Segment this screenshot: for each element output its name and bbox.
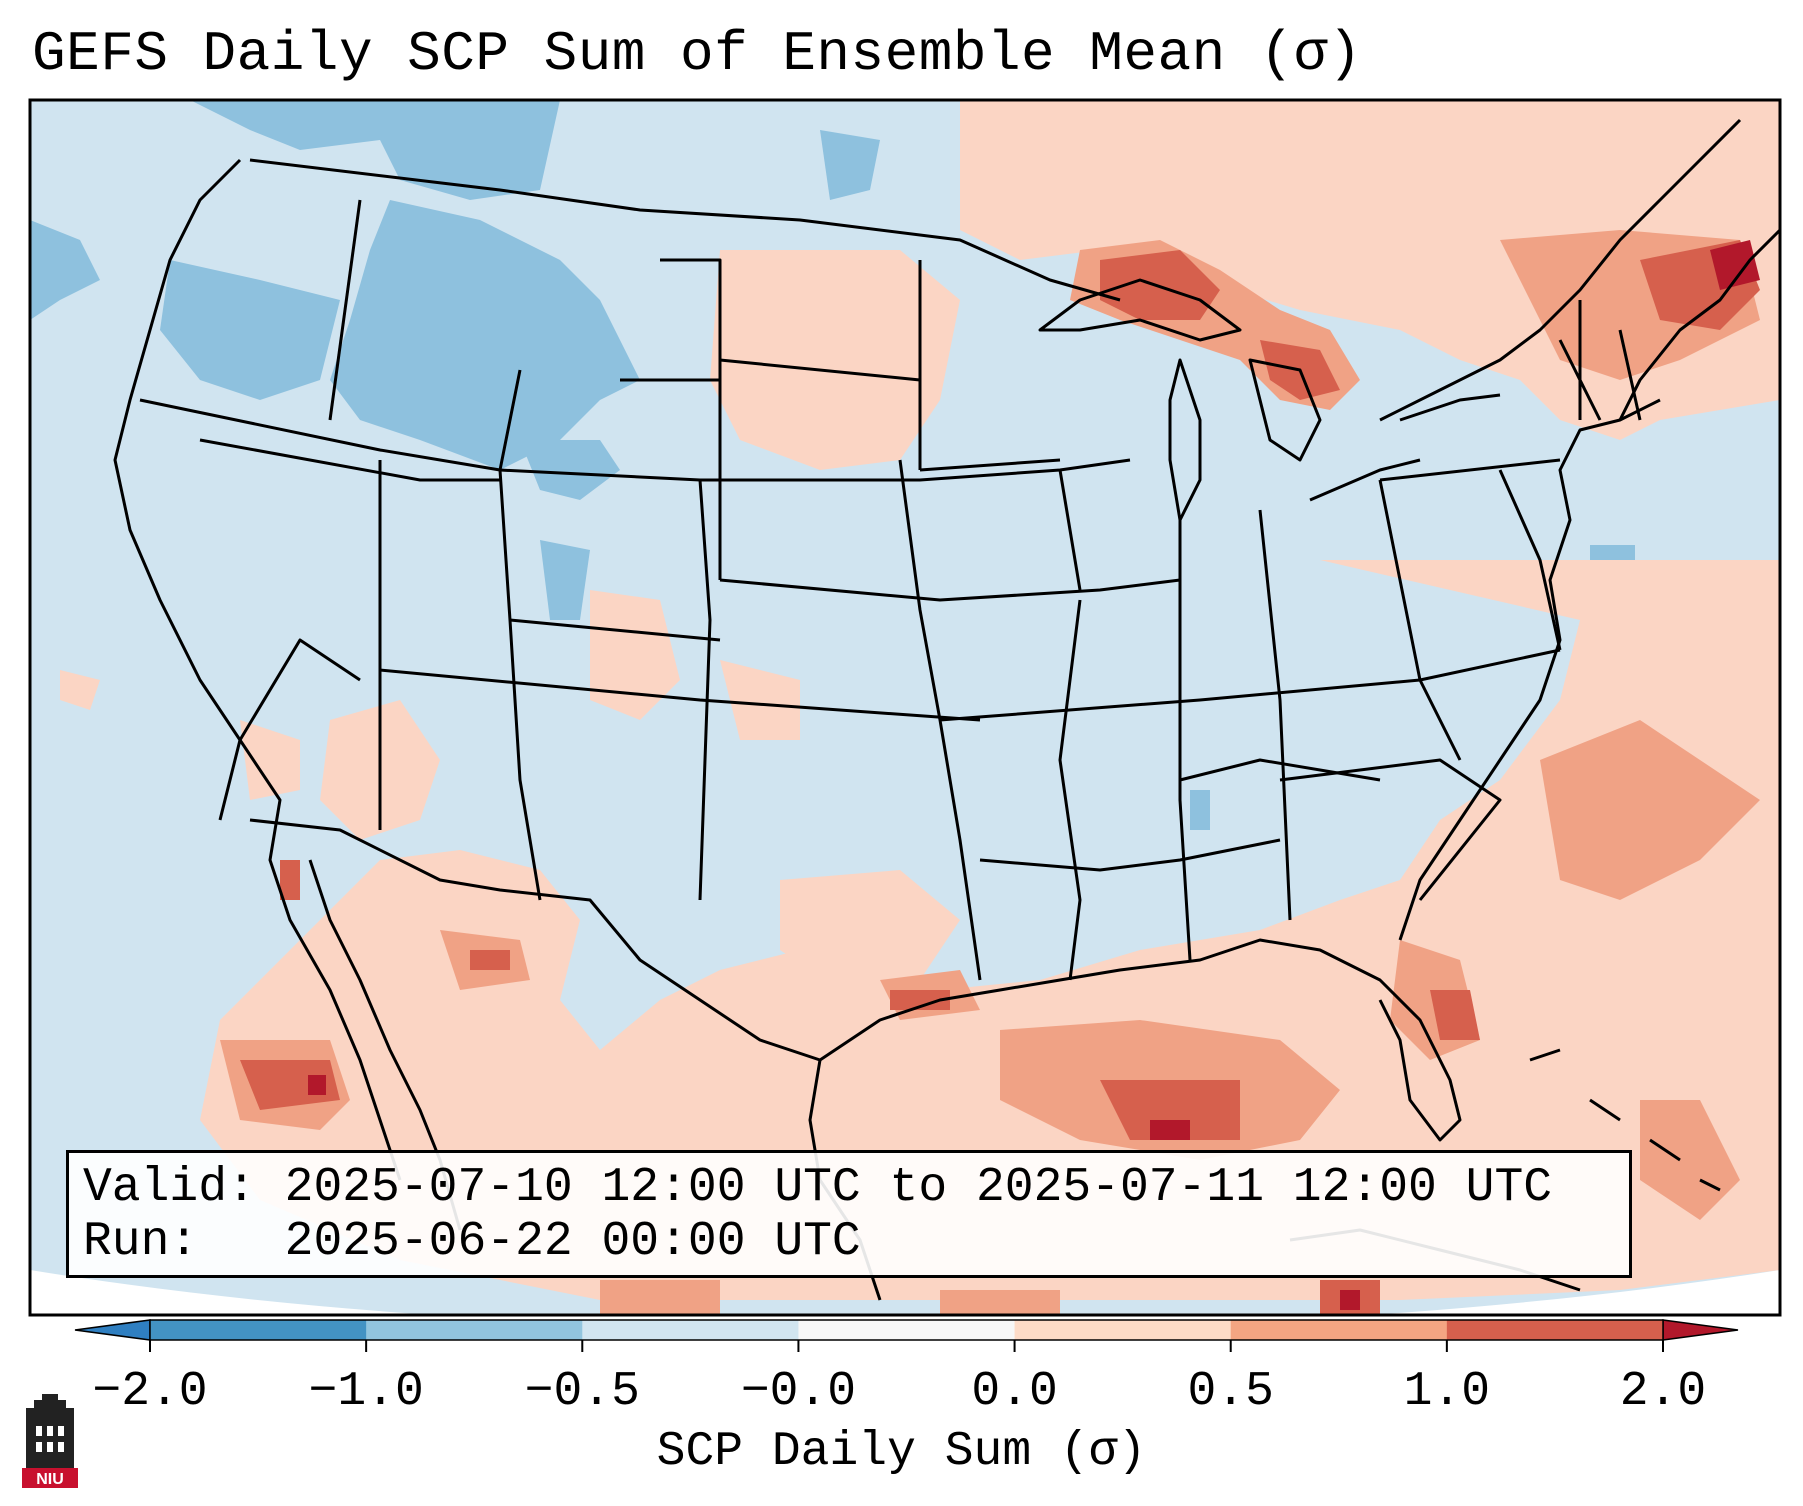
st-lawrence [1379, 118, 1742, 422]
colorbar-extend-high [1662, 1319, 1739, 1341]
colorbar-ticks: −2.0 −1.0 −0.5 −0.0 0.0 0.5 1.0 2.0 [0, 1365, 1803, 1425]
colorbar-segment [1230, 1320, 1448, 1340]
map-title: GEFS Daily SCP Sum of Ensemble Mean (σ) [32, 22, 1363, 86]
lake-huron [1248, 358, 1322, 462]
lake-erie-ontario [1309, 393, 1501, 502]
colorbar-tick-label: −0.0 [740, 1365, 857, 1419]
valid-label: Valid: [83, 1161, 256, 1215]
projection-edge-bottom [30, 1270, 1780, 1315]
colorbar [74, 1319, 1739, 1352]
light-positive-regions [60, 100, 1780, 1300]
colorbar-segment [1014, 1320, 1232, 1340]
map-frame [28, 98, 1782, 1317]
colorbar-segment [366, 1320, 583, 1340]
colorbar-tick-label: −0.5 [524, 1365, 640, 1419]
colorbar-tick-label: 1.0 [1403, 1365, 1491, 1419]
projection-edge-left [30, 100, 140, 350]
colorbar-segment [150, 1320, 367, 1340]
colorbar-frame [149, 1319, 1664, 1341]
valid-row: Valid: 2025-07-10 12:00 UTC to 2025-07-1… [83, 1161, 1615, 1215]
canada-border [249, 158, 1121, 302]
colorbar-tick-label: −2.0 [92, 1365, 208, 1419]
state-lines [139, 199, 1642, 981]
lake-superior [1038, 278, 1242, 342]
mexico-border [249, 818, 821, 1062]
atlantic-coast [1398, 398, 1661, 941]
run-value: 2025-06-22 00:00 UTC [284, 1215, 861, 1269]
colorbar-tick-label: 2.0 [1619, 1365, 1707, 1419]
colorbar-segment [582, 1320, 799, 1340]
logo-text: NIU [36, 1471, 64, 1488]
valid-value: 2025-07-10 12:00 UTC to 2025-07-11 12:00… [284, 1161, 1553, 1215]
colorbar-segment [798, 1320, 1016, 1340]
extreme-positive-spots [308, 240, 1760, 1310]
colorbar-tick-label: −1.0 [308, 1365, 424, 1419]
new-england-coast [1618, 228, 1780, 421]
colorbar-label: SCP Daily Sum (σ) [656, 1425, 1147, 1479]
west-coast [113, 158, 402, 1181]
colorbar-segment [1446, 1320, 1664, 1340]
run-info-box: Valid: 2025-07-10 12:00 UTC to 2025-07-1… [66, 1150, 1632, 1278]
run-row: Run: 2025-06-22 00:00 UTC [83, 1215, 1615, 1269]
niu-logo: NIU [22, 1394, 78, 1488]
colorbar-extend-low [74, 1319, 151, 1341]
colorbar-tick-label: 0.0 [971, 1365, 1058, 1419]
gulf-coast [819, 938, 1462, 1142]
run-label: Run: [83, 1215, 199, 1269]
colorbar-tick-label: 0.5 [1187, 1365, 1274, 1419]
bahamas [1529, 1048, 1721, 1192]
negative-anomaly-regions [30, 100, 1635, 830]
